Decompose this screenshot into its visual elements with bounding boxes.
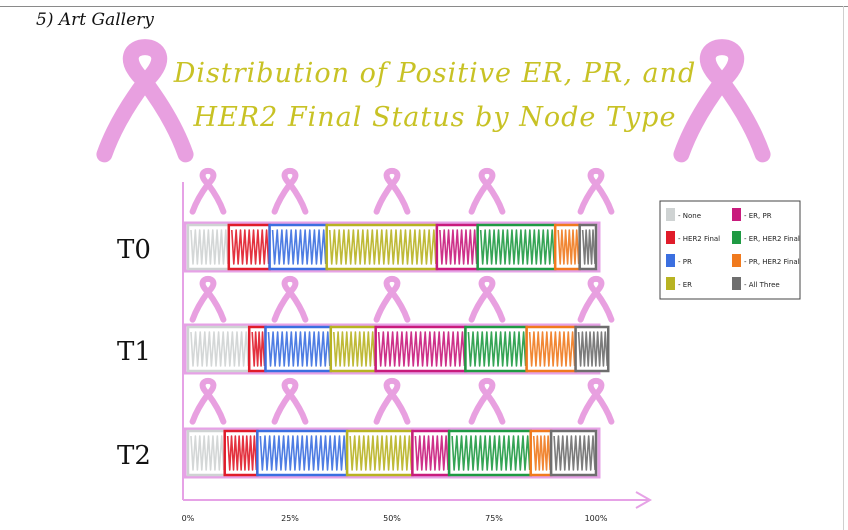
bar-scribble: [528, 331, 576, 367]
x-tick-label: 75%: [485, 514, 503, 523]
bar-scribble: [349, 435, 413, 471]
bar-scribble: [581, 229, 596, 265]
x-axis-arrow: [635, 491, 653, 509]
bar-scribble: [271, 229, 327, 265]
bar-scribble: [333, 331, 376, 367]
legend-label: - ER, PR: [744, 212, 772, 220]
top-border-line: [0, 6, 848, 7]
bar-scribble: [479, 229, 555, 265]
legend-label: - HER2 Final: [678, 235, 720, 243]
legend-label: - ER: [678, 281, 692, 289]
legend-label: - All Three: [744, 281, 780, 289]
bar-scribble: [251, 331, 266, 367]
bar-outline: [183, 427, 601, 479]
bar-scribble: [414, 435, 449, 471]
ribbon-icon: [577, 275, 615, 323]
bar-scribble: [377, 331, 466, 367]
legend-swatch: [666, 208, 675, 221]
chart-title: Distribution of Positive ER, PR, and HER…: [173, 58, 697, 133]
bar-scribble: [577, 331, 609, 367]
ribbon-icon: [189, 275, 227, 323]
ribbon-icon: [468, 377, 506, 425]
right-border-line: [843, 6, 844, 530]
ribbon-icon: [468, 275, 506, 323]
legend-label: - PR, HER2 Final: [744, 258, 800, 266]
x-tick-label: 50%: [383, 514, 401, 523]
section-heading: 5) Art Gallery: [36, 10, 154, 30]
ribbon-icon: [373, 167, 411, 215]
legend-swatch: [732, 254, 741, 267]
ribbon-icon: [577, 167, 615, 215]
bar-scribble: [467, 331, 527, 367]
bar-scribble: [267, 331, 331, 367]
bar-scribble: [557, 229, 580, 265]
ribbon-icon: [96, 39, 194, 163]
row-label: T2: [117, 441, 151, 471]
ribbon-icon: [373, 377, 411, 425]
x-tick-label: 25%: [281, 514, 299, 523]
bar-scribble: [190, 435, 225, 471]
legend-label: - PR: [678, 258, 692, 266]
ribbon-icon: [189, 167, 227, 215]
bar-scribble: [190, 229, 229, 265]
legend-swatch: [732, 277, 741, 290]
ribbon-icon: [373, 275, 411, 323]
ribbon-icon: [271, 377, 309, 425]
legend-label: - None: [678, 212, 701, 220]
legend-swatch: [666, 254, 675, 267]
bar-scribble: [190, 331, 249, 367]
ribbon-icon: [577, 377, 615, 425]
x-tick-label: 100%: [585, 514, 608, 523]
legend-swatch: [732, 208, 741, 221]
bar-scribble: [226, 435, 258, 471]
row-label: T0: [117, 235, 151, 265]
legend-label: - ER, HER2 Final: [744, 235, 800, 243]
bar-scribble: [439, 229, 478, 265]
bar-scribble: [259, 435, 347, 471]
ribbon-icon: [189, 377, 227, 425]
legend-box: [659, 200, 801, 300]
bar-scribble: [553, 435, 596, 471]
ribbon-icon: [271, 275, 309, 323]
x-tick-label: 0%: [182, 514, 195, 523]
bar-scribble: [231, 229, 270, 265]
row-label: T1: [117, 337, 151, 367]
ribbon-icon: [673, 39, 771, 163]
bar-scribble: [451, 435, 531, 471]
ribbon-icon: [271, 167, 309, 215]
bar-scribble: [532, 435, 551, 471]
legend-swatch: [732, 231, 741, 244]
ribbon-icon: [468, 167, 506, 215]
legend-swatch: [666, 277, 675, 290]
legend-swatch: [666, 231, 675, 244]
bar-scribble: [328, 229, 437, 265]
bar-outline: [183, 221, 601, 273]
